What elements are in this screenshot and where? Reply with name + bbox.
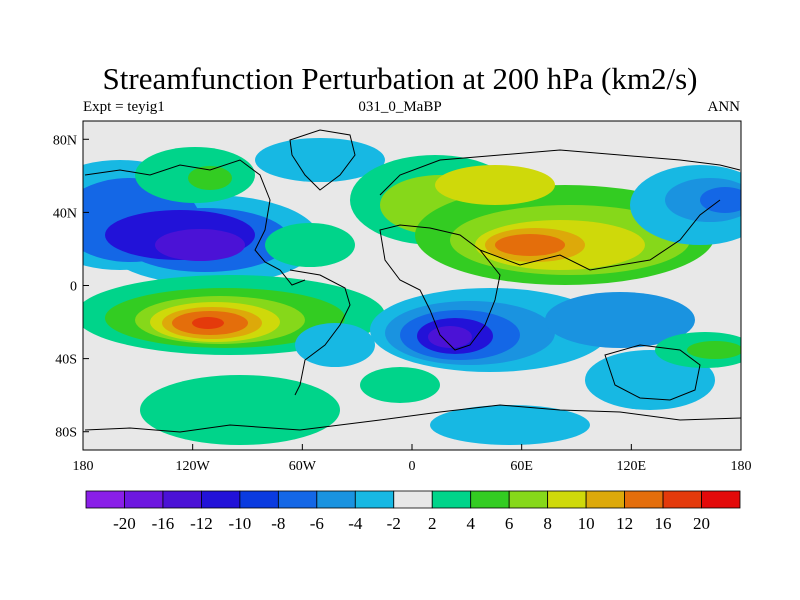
colorbar-swatch [85, 490, 125, 509]
colorbar-label: 2 [428, 514, 437, 533]
contour-blob-se-pacific-6 [687, 341, 741, 359]
season-label: ANN [707, 99, 741, 115]
contour-blob-s-pacific-20 [192, 317, 224, 329]
contour-blob-siberia [435, 165, 555, 205]
colorbar-label: -16 [152, 514, 175, 533]
colorbar-swatch [662, 490, 702, 509]
colorbar-label: -12 [190, 514, 213, 533]
colorbar-swatch [701, 490, 741, 509]
contour-blob-greenland [255, 138, 385, 182]
x-tick-label: 0 [409, 459, 416, 474]
coastline-australia [604, 344, 701, 401]
colorbar-swatch [393, 490, 433, 509]
colorbar-swatch [508, 490, 549, 509]
colorbar-swatch [316, 490, 356, 509]
y-axis-ticks: 80N 40N 0 40S 80S [53, 133, 89, 441]
coastlines [84, 129, 741, 433]
y-tick-label: 80S [55, 426, 77, 441]
colorbar-swatch [585, 490, 625, 509]
colorbar-swatch [547, 490, 587, 509]
x-tick-label: 180 [731, 459, 752, 474]
colorbar-label: -20 [113, 514, 136, 533]
colorbar-swatch [354, 490, 395, 509]
coastline-antarctica [84, 404, 741, 433]
colorbar-label: 20 [693, 514, 710, 533]
y-tick-label: 80N [53, 133, 77, 148]
time-label: 031_0_MaBP [358, 99, 442, 115]
x-tick-label: 60W [289, 459, 317, 474]
contour-blob-atlantic [265, 223, 355, 267]
colorbar-label: -8 [271, 514, 285, 533]
coastline-asia-south [479, 199, 721, 271]
colorbar-label: -10 [229, 514, 252, 533]
contour-blob-n-canada-4 [188, 166, 232, 190]
contour-blob-s-ocean-center [360, 367, 440, 403]
colorbar-swatch [162, 490, 202, 509]
colorbar-label: 12 [616, 514, 633, 533]
coastline-africa [379, 224, 501, 351]
contour-blob-asia-16 [495, 234, 565, 256]
contour-blob-antarctica [430, 405, 590, 445]
colorbar-swatch [624, 490, 664, 509]
colorbar-swatch [470, 490, 510, 509]
colorbar-label: 6 [505, 514, 514, 533]
coastline-greenland [289, 129, 356, 191]
colorbar-label: -4 [348, 514, 363, 533]
x-tick-label: 60E [510, 459, 533, 474]
colorbar-label: 4 [466, 514, 475, 533]
colorbar-label: -2 [387, 514, 401, 533]
colorbar-label: 8 [543, 514, 552, 533]
x-tick-label: 120E [617, 459, 647, 474]
coastline-north-america [84, 159, 306, 286]
colorbar-label: 10 [578, 514, 595, 533]
x-tick-label: 180 [73, 459, 94, 474]
colorbar: -20 -16 -12 -10 -8 -6 -4 -2 2 4 6 8 10 12 16 20 [85, 490, 741, 533]
plot-title: Streamfunction Perturbation at 200 hPa (… [102, 61, 698, 96]
y-tick-label: 40N [53, 206, 77, 221]
contour-blob-ne-pacific-8 [700, 187, 741, 213]
colorbar-swatch [124, 490, 164, 509]
colorbar-swatch [277, 490, 318, 509]
y-tick-label: 0 [70, 280, 77, 295]
contour-field [83, 138, 741, 445]
contour-blob-s-atlantic [295, 323, 375, 367]
colorbar-label: -6 [310, 514, 324, 533]
x-axis-ticks: 180 120W 60W 0 60E 120E 180 [73, 444, 752, 474]
coastline-eurasia [379, 149, 741, 196]
contour-blob-n-america-12 [155, 229, 245, 261]
contour-blob-s-ocean-west [140, 375, 340, 445]
colorbar-label: 16 [655, 514, 672, 533]
colorbar-swatch [431, 490, 472, 509]
colorbar-swatch [239, 490, 279, 509]
experiment-label: Expt = teyig1 [83, 99, 165, 115]
x-tick-label: 120W [176, 459, 211, 474]
coastline-south-america [289, 269, 351, 396]
contour-blob-indian-ocean [545, 292, 695, 348]
y-tick-label: 40S [55, 353, 77, 368]
colorbar-swatch [201, 490, 241, 509]
